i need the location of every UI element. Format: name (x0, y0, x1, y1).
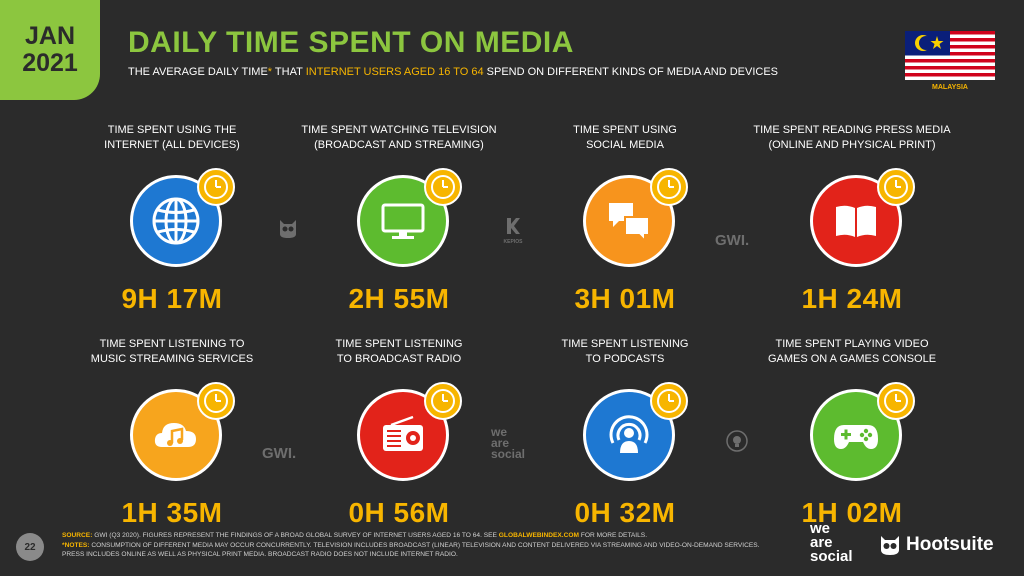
card-social-media: TIME SPENT USING SOCIAL MEDIA 3H 01M (505, 123, 745, 315)
card-label: TIME SPENT LISTENING TO PODCASTS (505, 337, 745, 369)
page-title: DAILY TIME SPENT ON MEDIA (128, 26, 574, 59)
source-line: SOURCE: GWI (Q3 2020). FIGURES REPRESENT… (62, 531, 762, 541)
card-icon-wrap (324, 379, 474, 489)
subtitle-highlight: INTERNET USERS AGED 16 TO 64 (305, 66, 484, 78)
card-label-line1: TIME SPENT LISTENING (335, 338, 463, 350)
card-label: TIME SPENT READING PRESS MEDIA (ONLINE AN… (732, 123, 972, 155)
clock-icon (650, 382, 688, 420)
kepios-logo-icon (507, 218, 520, 234)
time-value: 1H 35M (121, 497, 223, 528)
date-year: 2021 (22, 49, 78, 77)
card-label-line2: TO PODCASTS (585, 353, 665, 365)
page-number: 22 (16, 533, 44, 561)
was-logo-line3: social (810, 548, 853, 565)
kepios-watermark: KEPIOS (500, 216, 526, 245)
card-label-line1: TIME SPENT USING (573, 124, 677, 136)
card-label-line1: TIME SPENT READING PRESS MEDIA (753, 124, 951, 136)
source-link[interactable]: GLOBALWEBINDEX.COM (498, 532, 580, 539)
clock-icon (424, 168, 462, 206)
page-subtitle: THE AVERAGE DAILY TIME* THAT INTERNET US… (128, 66, 778, 78)
card-label-line2: (BROADCAST AND STREAMING) (314, 139, 484, 151)
card-label-line1: TIME SPENT LISTENING TO (99, 338, 245, 350)
card-icon-wrap (97, 379, 247, 489)
was-logo-line1: we (810, 520, 831, 537)
time-value: 2H 55M (348, 283, 450, 314)
kepios-label: KEPIOS (503, 239, 523, 245)
card-label: TIME SPENT LISTENING TO BROADCAST RADIO (279, 337, 519, 369)
date-month: JAN (24, 22, 75, 50)
card-label: TIME SPENT PLAYING VIDEO GAMES ON A GAMES… (732, 337, 972, 369)
card-icon-wrap (550, 379, 700, 489)
card-games-console: TIME SPENT PLAYING VIDEO GAMES ON A GAMES… (732, 337, 972, 529)
card-television: TIME SPENT WATCHING TELEVISION (BROADCAST… (279, 123, 519, 315)
card-label: TIME SPENT USING SOCIAL MEDIA (505, 123, 745, 155)
hootsuite-label: Hootsuite (906, 534, 994, 555)
clock-icon (197, 382, 235, 420)
card-label-line1: TIME SPENT PLAYING VIDEO (775, 338, 929, 350)
card-press-media: TIME SPENT READING PRESS MEDIA (ONLINE AN… (732, 123, 972, 315)
notes-text: CONSUMPTION OF DIFFERENT MEDIA MAY OCCUR… (62, 541, 760, 559)
was-watermark-line2: are (491, 436, 510, 450)
malaysia-flag-icon (905, 31, 995, 80)
time-value: 0H 56M (348, 497, 450, 528)
card-label-line2: (ONLINE AND PHYSICAL PRINT) (768, 139, 936, 151)
card-music-streaming: TIME SPENT LISTENING TO MUSIC STREAMING S… (52, 337, 292, 529)
gwi-watermark-top: GWI. (715, 232, 750, 249)
clock-icon (650, 168, 688, 206)
source-label: SOURCE: (62, 532, 93, 539)
footer-notes: SOURCE: GWI (Q3 2020). FIGURES REPRESENT… (62, 531, 762, 560)
source-text: GWI (Q3 2020). FIGURES REPRESENT THE FIN… (92, 532, 499, 539)
card-label-line2: SOCIAL MEDIA (586, 139, 664, 151)
card-label-line1: TIME SPENT USING THE (107, 124, 237, 136)
hootsuite-logo: Hootsuite (878, 533, 994, 557)
time-value: 3H 01M (574, 283, 676, 314)
chat-bubbles-icon (583, 175, 675, 267)
we-are-social-watermark: we are social (491, 425, 526, 461)
clock-icon (197, 168, 235, 206)
card-label: TIME SPENT LISTENING TO MUSIC STREAMING S… (52, 337, 292, 369)
card-icon-wrap (777, 379, 927, 489)
date-badge: JAN 2021 (0, 0, 100, 100)
was-logo-line2: are (810, 534, 833, 551)
card-label-line2: INTERNET (ALL DEVICES) (104, 139, 240, 151)
source-tail: FOR MORE DETAILS. (579, 532, 648, 539)
card-icon-wrap (777, 165, 927, 275)
subtitle-text: THE AVERAGE DAILY TIME (128, 66, 268, 78)
was-watermark-line1: we (491, 425, 508, 439)
cloud-music-icon (130, 389, 222, 481)
time-value: 9H 17M (121, 283, 223, 314)
card-label-line1: TIME SPENT WATCHING TELEVISION (301, 124, 497, 136)
clock-icon (424, 382, 462, 420)
time-value: 1H 02M (801, 497, 903, 528)
was-watermark-line3: social (491, 447, 526, 461)
hootsuite-owl-icon (881, 536, 899, 555)
subtitle-mid: THAT (272, 66, 306, 78)
card-broadcast-radio: TIME SPENT LISTENING TO BROADCAST RADIO 0… (279, 337, 519, 529)
card-label: TIME SPENT WATCHING TELEVISION (BROADCAST… (279, 123, 519, 155)
card-label: TIME SPENT USING THE INTERNET (ALL DEVICE… (52, 123, 292, 155)
we-are-social-logo: we are social (810, 520, 853, 565)
clock-icon (877, 382, 915, 420)
time-value: 0H 32M (574, 497, 676, 528)
card-internet: TIME SPENT USING THE INTERNET (ALL DEVICE… (52, 123, 292, 315)
card-podcasts: TIME SPENT LISTENING TO PODCASTS 0H 32M (505, 337, 745, 529)
card-label-line2: GAMES ON A GAMES CONSOLE (767, 353, 937, 365)
card-label-line1: TIME SPENT LISTENING (561, 338, 689, 350)
card-icon-wrap (324, 165, 474, 275)
subtitle-post: SPEND ON DIFFERENT KINDS OF MEDIA AND DE… (483, 66, 779, 78)
clock-icon (877, 168, 915, 206)
gwi-watermark-bottom: GWI. (262, 445, 297, 462)
card-label-line2: TO BROADCAST RADIO (336, 353, 462, 365)
notes-line: *NOTES: CONSUMPTION OF DIFFERENT MEDIA M… (62, 541, 762, 560)
card-icon-wrap (550, 165, 700, 275)
notes-label: *NOTES: (62, 541, 90, 549)
card-label-line2: MUSIC STREAMING SERVICES (90, 353, 254, 365)
time-value: 1H 24M (801, 283, 903, 314)
lightbulb-watermark-icon (726, 430, 748, 452)
country-label: MALAYSIA (932, 84, 968, 91)
owl-watermark-icon (280, 220, 296, 238)
subtitle-star: * (267, 66, 273, 78)
card-icon-wrap (97, 165, 247, 275)
